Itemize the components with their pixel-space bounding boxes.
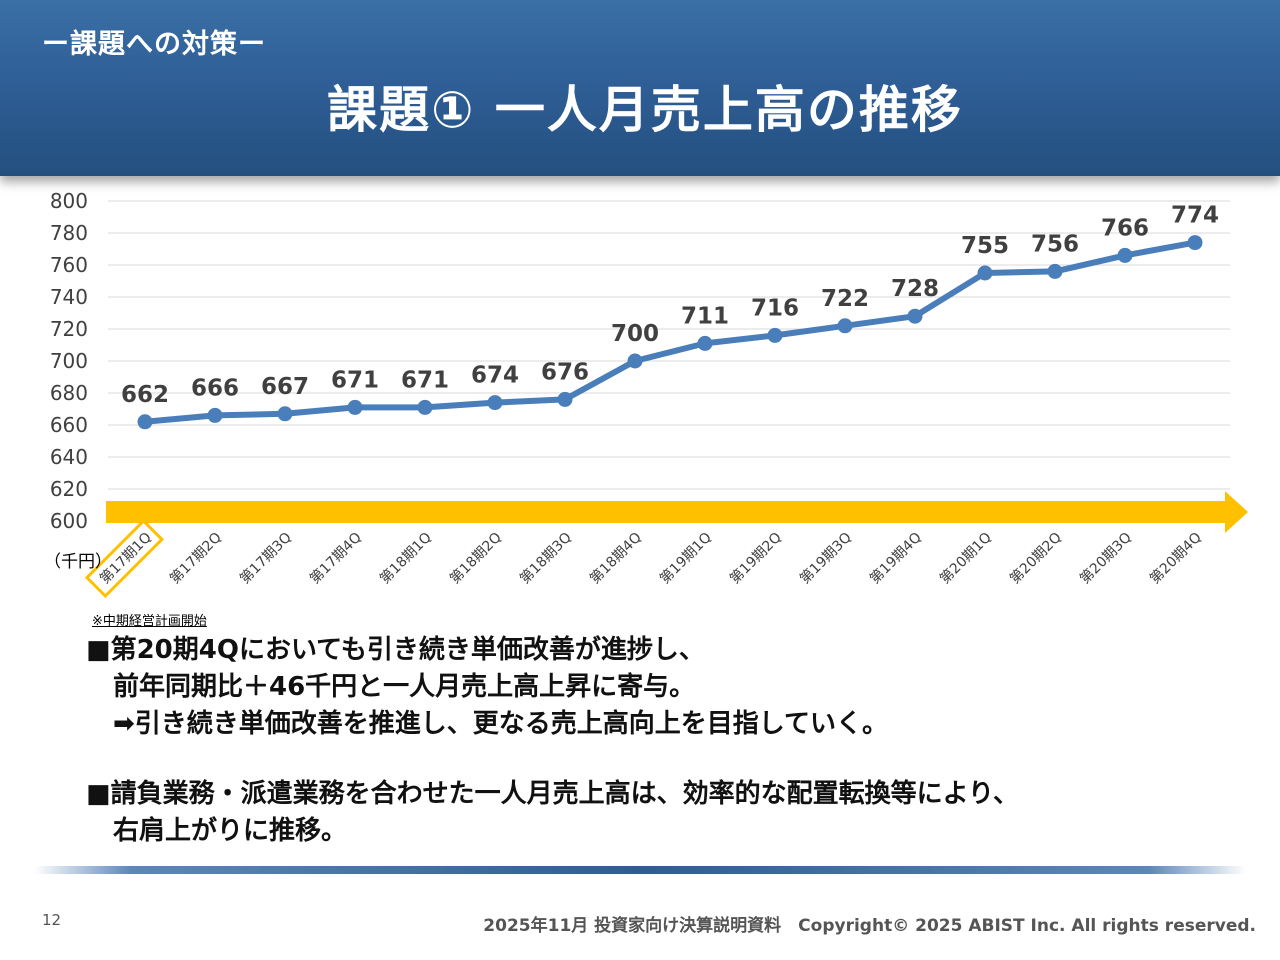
data-label: 674 [471, 363, 519, 389]
data-point [1117, 247, 1133, 263]
y-tick-label: 740 [50, 285, 88, 309]
data-point [1187, 235, 1203, 251]
bullet-1-line-1: ■第20期4Qにおいても引き続き単価改善が進捗し、 [86, 635, 705, 665]
data-label: 774 [1171, 203, 1219, 229]
data-label: 711 [681, 303, 729, 329]
highlight-box [84, 518, 165, 599]
summary-text: ■第20期4Qにおいても引き続き単価改善が進捗し、 前年同期比＋46千円と一人月… [86, 632, 1019, 850]
data-point [557, 391, 573, 407]
bullet-1-line-2: 前年同期比＋46千円と一人月売上高上昇に寄与。 [113, 672, 696, 702]
bullet-2-line-1: ■請負業務・派遣業務を合わせた一人月売上高は、効率的な配置転換等により、 [86, 779, 1020, 809]
data-label: 700 [611, 321, 659, 347]
y-axis-unit-label: （千円） [44, 552, 112, 572]
x-tick-label: 第17期2Q [166, 529, 225, 588]
data-point [207, 407, 223, 423]
x-tick-label: 第20期4Q [1146, 529, 1205, 588]
data-label: 766 [1101, 215, 1149, 241]
data-point [487, 395, 503, 411]
data-point [837, 318, 853, 334]
data-label: 756 [1031, 231, 1079, 257]
data-point [1047, 263, 1063, 279]
data-point [907, 308, 923, 324]
data-point [767, 327, 783, 343]
x-tick-label: 第19期2Q [726, 529, 785, 588]
data-label: 662 [121, 382, 169, 408]
y-tick-label: 600 [50, 509, 88, 533]
y-tick-label: 680 [50, 381, 88, 405]
x-tick-label: 第18期3Q [516, 529, 575, 588]
series-line [142, 239, 1198, 425]
x-tick-label: 第19期1Q [656, 529, 715, 588]
bullet-1-line-3: ➡引き続き単価改善を推進し、更なる売上高向上を目指していく。 [113, 709, 889, 739]
data-label: 671 [331, 367, 379, 393]
data-point [697, 335, 713, 351]
x-tick-label: 第17期3Q [236, 529, 295, 588]
section-subtitle: ー課題への対策ー [42, 29, 266, 60]
x-tick-label: 第18期4Q [586, 529, 645, 588]
data-point [347, 399, 363, 415]
data-label: 716 [751, 295, 799, 321]
y-tick-label: 760 [50, 253, 88, 277]
y-tick-label: 660 [50, 413, 88, 437]
data-point [137, 414, 153, 430]
y-tick-label: 800 [50, 189, 88, 213]
x-tick-label: 第20期3Q [1076, 529, 1135, 588]
y-tick-label: 700 [50, 349, 88, 373]
x-tick-label: 第18期1Q [376, 529, 435, 588]
y-tick-label: 620 [50, 477, 88, 501]
x-tick-label: 第19期4Q [866, 529, 925, 588]
y-tick-label: 640 [50, 445, 88, 469]
line-chart: 600 620 640 660 680 700 720 740 760 780 800 662 666… [44, 189, 1248, 599]
x-tick-label: 第18期2Q [446, 529, 505, 588]
data-label: 755 [961, 233, 1009, 259]
slide-title: 課題① 一人月売上高の推移 [327, 81, 963, 139]
timeline-arrow [106, 491, 1248, 533]
footer-divider [34, 866, 1246, 874]
x-tick-label: 第20期1Q [936, 529, 995, 588]
x-tick-label: 第19期3Q [796, 529, 855, 588]
data-point [977, 265, 993, 281]
data-label: 676 [541, 359, 589, 385]
data-label: 728 [891, 276, 939, 302]
plan-start-note: ※中期経営計画開始 [92, 614, 207, 629]
data-label: 666 [191, 375, 239, 401]
data-label: 671 [401, 367, 449, 393]
data-point [627, 353, 643, 369]
footer-copyright: 2025年11月 投資家向け決算説明資料 Copyright© 2025 ABI… [483, 916, 1256, 936]
data-point [417, 399, 433, 415]
data-label: 722 [821, 286, 869, 312]
paragraph-gap [86, 743, 1019, 776]
title-banner: ー課題への対策ー 課題① 一人月売上高の推移 [0, 0, 1280, 176]
data-point [277, 406, 293, 422]
x-tick-label: 第20期2Q [1006, 529, 1065, 588]
page-number: 12 [42, 911, 62, 929]
y-tick-label: 780 [50, 221, 88, 245]
data-label: 667 [261, 374, 309, 400]
y-tick-label: 720 [50, 317, 88, 341]
x-tick-label: 第17期4Q [306, 529, 365, 588]
bullet-2-line-2: 右肩上がりに推移。 [113, 816, 348, 846]
